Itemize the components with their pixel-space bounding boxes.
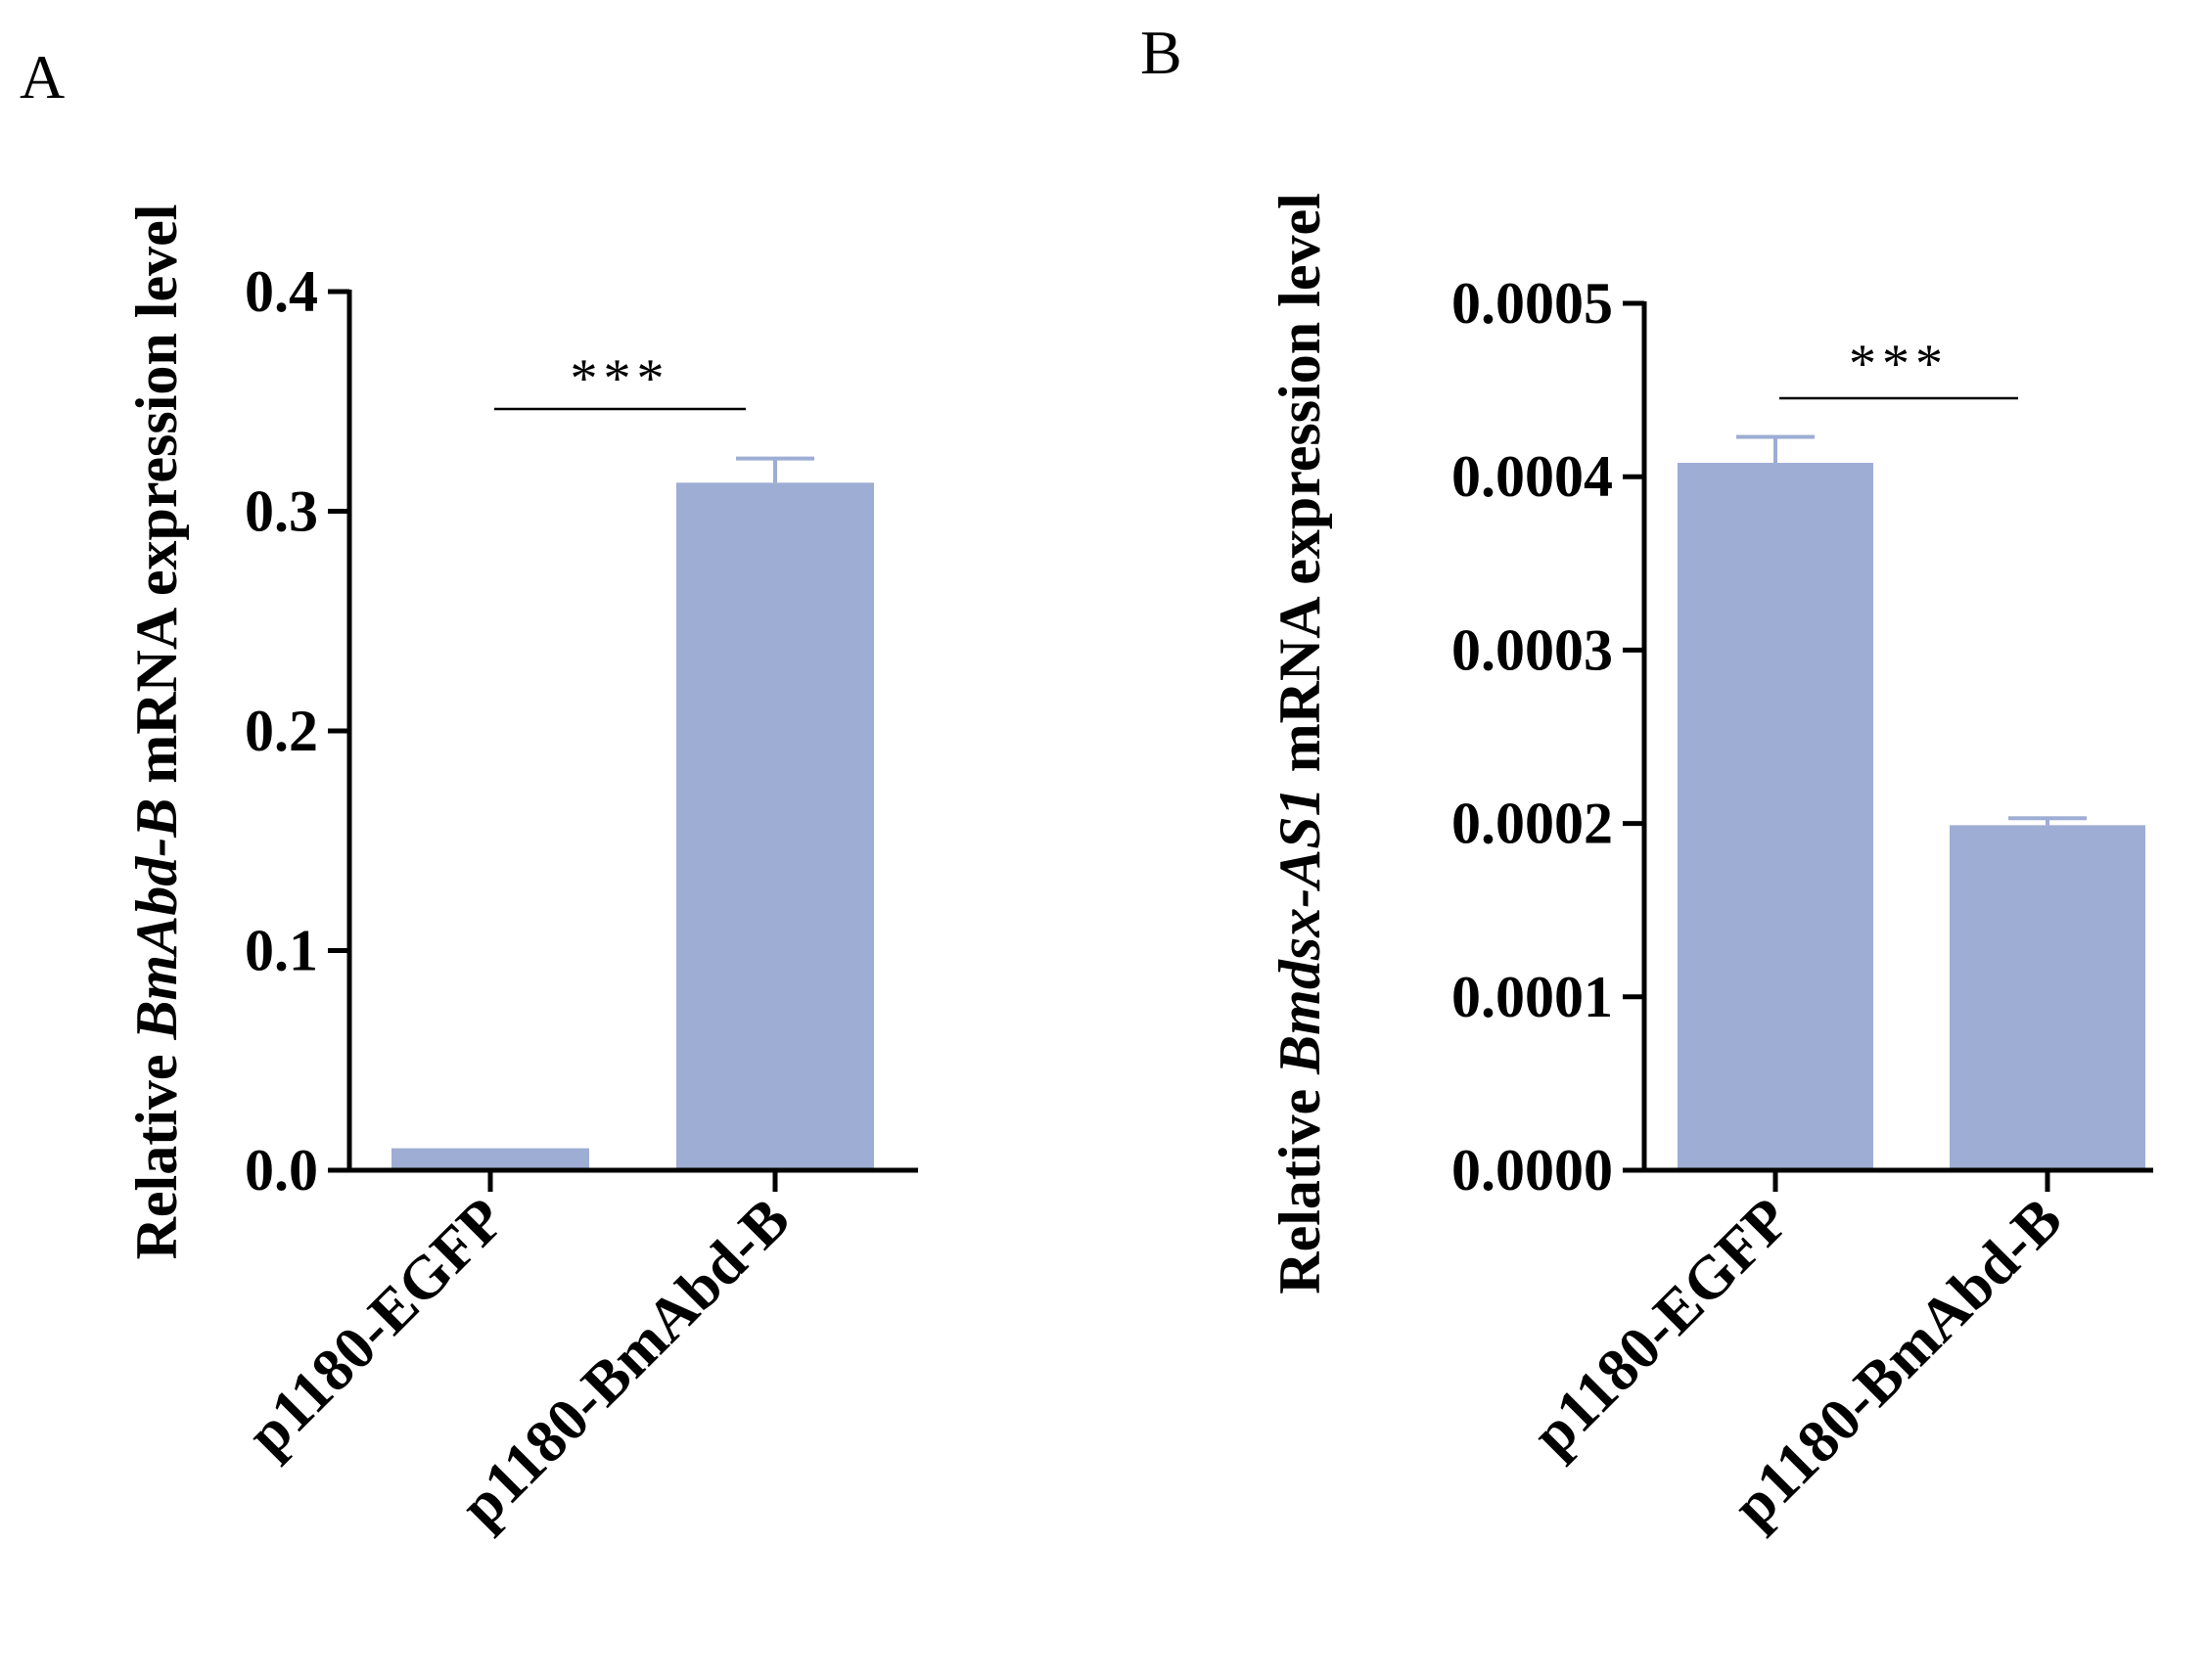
y-axis-label-part: mRNA expression level xyxy=(124,204,189,798)
y-tick-label: 0.0004 xyxy=(1451,444,1613,509)
y-tick-label: 0.0000 xyxy=(1451,1138,1613,1203)
x-category-label: p1180-EGFP xyxy=(1520,1186,1803,1469)
significance-label: *** xyxy=(1849,334,1949,394)
panel-label: A xyxy=(20,42,65,112)
x-category-label: p1180-EGFP xyxy=(235,1186,518,1469)
y-axis-label-part: Bmdsx-AS1 xyxy=(1267,787,1332,1074)
significance-label: *** xyxy=(571,348,670,409)
y-tick-label: 0.0005 xyxy=(1451,271,1613,336)
y-tick-label: 0.0003 xyxy=(1451,617,1613,682)
bar-2 xyxy=(1950,825,2145,1170)
y-axis-label-part: Relative xyxy=(1267,1074,1332,1294)
bar-2 xyxy=(676,482,874,1170)
y-tick-label: 0.0001 xyxy=(1451,965,1613,1029)
bar-1 xyxy=(391,1148,589,1170)
bar-1 xyxy=(1678,463,1873,1170)
panel-b: B Relative Bmdsx-AS1 mRNA expression leve… xyxy=(1140,18,2153,1540)
y-tick-label: 0.4 xyxy=(245,259,318,324)
y-tick-label: 0.2 xyxy=(245,699,318,763)
y-tick-label: 0.3 xyxy=(245,479,318,544)
y-axis-label-part: mRNA expression level xyxy=(1267,193,1332,787)
y-axis-label-part: Relative xyxy=(124,1039,189,1259)
y-axis-label-part: BmAbd-B xyxy=(124,798,189,1041)
y-axis-label: Relative BmAbd-B mRNA expression level xyxy=(124,204,189,1260)
y-tick-label: 0.0 xyxy=(245,1138,318,1203)
y-axis-label: Relative Bmdsx-AS1 mRNA expression level xyxy=(1267,193,1332,1294)
panel-label: B xyxy=(1140,18,1182,87)
panel-a: A Relative BmAbd-B mRNA expression level 0… xyxy=(20,42,918,1540)
y-tick-label: 0.0002 xyxy=(1451,792,1613,856)
y-tick-label: 0.1 xyxy=(245,919,318,983)
